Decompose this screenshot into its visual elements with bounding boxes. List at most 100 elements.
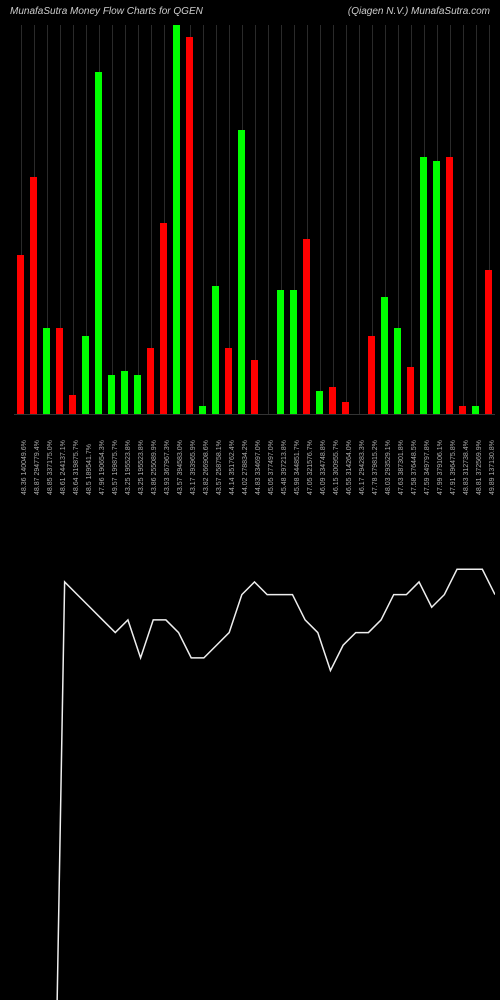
x-label: 45.98 344851.7%: [287, 415, 300, 500]
bar-slot: [469, 25, 482, 414]
bar-slot: [183, 25, 196, 414]
bar-slot: [144, 25, 157, 414]
bar-slot: [209, 25, 222, 414]
x-label: 43.57 394583.0%: [170, 415, 183, 500]
bar-slot: [53, 25, 66, 414]
bar: [30, 177, 38, 414]
bar: [381, 297, 389, 414]
x-label: 48.87 294779.4%: [27, 415, 40, 500]
bar: [316, 391, 324, 414]
bars-container: [14, 25, 495, 414]
bar: [173, 25, 181, 414]
bar-slot: [105, 25, 118, 414]
bar: [134, 375, 142, 414]
bar-slot: [482, 25, 495, 414]
bar: [368, 336, 376, 414]
bar-slot: [404, 25, 417, 414]
x-label: 48.61 244137.1%: [53, 415, 66, 500]
bar: [147, 348, 155, 414]
x-label: 43.86 255089.9%: [144, 415, 157, 500]
bar-slot: [66, 25, 79, 414]
bar-slot: [430, 25, 443, 414]
bar: [238, 130, 246, 414]
bar: [290, 290, 298, 414]
bar-slot: [131, 25, 144, 414]
bar-slot: [248, 25, 261, 414]
x-label: 45.48 397213.8%: [274, 415, 287, 500]
bar-slot: [339, 25, 352, 414]
bar-slot: [222, 25, 235, 414]
bar-slot: [378, 25, 391, 414]
bar: [407, 367, 415, 414]
bar-slot: [456, 25, 469, 414]
bar-slot: [235, 25, 248, 414]
x-label-text: 49.89 137130.8%: [489, 440, 496, 495]
bar-slot: [14, 25, 27, 414]
x-label: 47.05 321576.7%: [300, 415, 313, 500]
bar-slot: [300, 25, 313, 414]
trend-line: [14, 569, 495, 1000]
bar: [160, 223, 168, 414]
bar: [225, 348, 233, 414]
bar: [446, 157, 454, 414]
x-label: 48.85 337175.0%: [40, 415, 53, 500]
x-label: 43.57 258758.1%: [209, 415, 222, 500]
header-left: MunafaSutra Money Flow Charts for QGEN: [10, 6, 203, 17]
bar-slot: [352, 25, 365, 414]
x-label: 48.5 189541.7%: [79, 415, 92, 500]
bar-slot: [27, 25, 40, 414]
header-right: (Qiagen N.V.) MunafaSutra.com: [348, 6, 490, 17]
bar: [121, 371, 129, 414]
bar: [56, 328, 64, 414]
bar-slot: [417, 25, 430, 414]
bar: [459, 406, 467, 414]
bar: [420, 157, 428, 414]
x-label: 48.36 140049.6%: [14, 415, 27, 500]
bar: [82, 336, 90, 414]
x-label: 47.58 376448.5%: [404, 415, 417, 500]
x-label: 48.83 312738.4%: [456, 415, 469, 500]
x-label: 44.14 351762.4%: [222, 415, 235, 500]
x-label: 43.25 195523.8%: [131, 415, 144, 500]
x-label: 46.17 294283.3%: [352, 415, 365, 500]
bar: [329, 387, 337, 414]
x-label: 47.63 387301.8%: [391, 415, 404, 500]
bar: [433, 161, 441, 414]
x-label: 47.91 396475.8%: [443, 415, 456, 500]
bar-slot: [287, 25, 300, 414]
x-label: 46.55 314264.0%: [339, 415, 352, 500]
bar-slot: [261, 25, 274, 414]
bar-slot: [326, 25, 339, 414]
x-label: 43.82 266908.6%: [196, 415, 209, 500]
bar-slot: [365, 25, 378, 414]
bar: [472, 406, 480, 414]
bar: [303, 239, 311, 414]
money-flow-chart: [14, 25, 495, 415]
bar-slot: [196, 25, 209, 414]
bar: [485, 270, 493, 414]
bar-slot: [92, 25, 105, 414]
x-label: 43.25 195523.8%: [118, 415, 131, 500]
bar-slot: [157, 25, 170, 414]
x-label: 46.09 334748.8%: [313, 415, 326, 500]
bar: [212, 286, 220, 414]
bar-slot: [170, 25, 183, 414]
chart-header: MunafaSutra Money Flow Charts for QGEN (…: [10, 6, 490, 17]
x-label: 48.64 319875.7%: [66, 415, 79, 500]
x-axis-labels: 48.36 140049.6%48.87 294779.4%48.85 3371…: [14, 415, 495, 500]
bar: [251, 360, 259, 414]
x-label: 47.59 349797.8%: [417, 415, 430, 500]
bar: [69, 395, 77, 414]
bar: [43, 328, 51, 414]
x-label: 46.15 300955.7%: [326, 415, 339, 500]
x-label: 48.81 372569.9%: [469, 415, 482, 500]
x-label: 45.05 377497.0%: [261, 415, 274, 500]
bar: [95, 72, 103, 414]
bar: [342, 402, 350, 414]
bar-slot: [443, 25, 456, 414]
bar: [277, 290, 285, 414]
bar: [186, 37, 194, 414]
bar-slot: [391, 25, 404, 414]
x-label: 47.99 379106.1%: [430, 415, 443, 500]
bar-slot: [118, 25, 131, 414]
